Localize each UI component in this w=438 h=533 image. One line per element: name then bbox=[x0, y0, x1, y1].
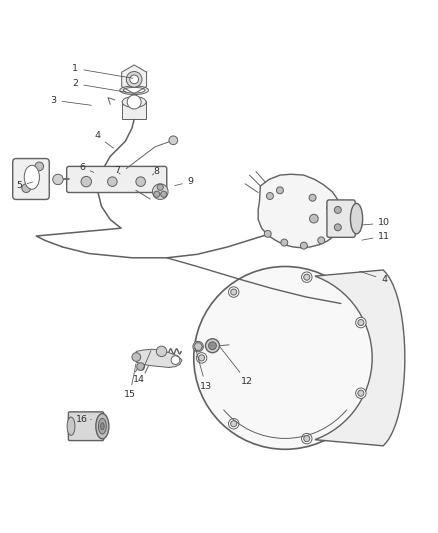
Text: 1: 1 bbox=[72, 64, 133, 78]
FancyBboxPatch shape bbox=[13, 158, 49, 199]
Text: 5: 5 bbox=[16, 181, 33, 190]
Circle shape bbox=[53, 174, 63, 184]
Text: 13: 13 bbox=[195, 349, 212, 391]
Circle shape bbox=[356, 317, 366, 328]
Circle shape bbox=[276, 187, 283, 194]
Circle shape bbox=[326, 204, 333, 211]
Circle shape bbox=[334, 206, 341, 213]
Circle shape bbox=[161, 191, 167, 197]
Circle shape bbox=[137, 362, 145, 370]
Text: 4: 4 bbox=[360, 271, 387, 284]
Text: 7: 7 bbox=[114, 166, 120, 175]
Text: 16: 16 bbox=[76, 415, 92, 424]
Text: 3: 3 bbox=[50, 96, 92, 106]
FancyBboxPatch shape bbox=[122, 101, 146, 119]
Text: 4: 4 bbox=[94, 132, 113, 148]
Circle shape bbox=[309, 194, 316, 201]
Ellipse shape bbox=[96, 414, 109, 439]
Polygon shape bbox=[122, 65, 147, 94]
Circle shape bbox=[304, 274, 310, 280]
Circle shape bbox=[169, 136, 178, 144]
Circle shape bbox=[126, 71, 142, 87]
Ellipse shape bbox=[350, 204, 363, 234]
Circle shape bbox=[108, 177, 117, 187]
FancyBboxPatch shape bbox=[67, 166, 167, 192]
Circle shape bbox=[301, 272, 312, 282]
Polygon shape bbox=[258, 174, 343, 248]
Circle shape bbox=[156, 346, 167, 357]
Circle shape bbox=[157, 184, 163, 190]
Circle shape bbox=[300, 242, 307, 249]
FancyBboxPatch shape bbox=[68, 412, 104, 441]
Circle shape bbox=[35, 162, 44, 171]
Text: 2: 2 bbox=[72, 79, 126, 92]
Circle shape bbox=[358, 390, 364, 396]
Circle shape bbox=[266, 192, 273, 199]
Polygon shape bbox=[194, 343, 202, 350]
Circle shape bbox=[194, 266, 377, 449]
Circle shape bbox=[229, 418, 239, 429]
Circle shape bbox=[301, 433, 312, 444]
Circle shape bbox=[356, 388, 366, 399]
Polygon shape bbox=[315, 270, 405, 446]
Ellipse shape bbox=[123, 87, 145, 93]
Circle shape bbox=[22, 184, 31, 192]
Circle shape bbox=[358, 320, 364, 326]
Text: 8: 8 bbox=[152, 167, 159, 176]
Text: 12: 12 bbox=[220, 347, 253, 386]
Text: 11: 11 bbox=[362, 231, 390, 240]
Circle shape bbox=[264, 230, 271, 237]
Text: 14: 14 bbox=[132, 351, 151, 384]
Ellipse shape bbox=[24, 165, 39, 189]
Circle shape bbox=[193, 341, 203, 352]
Circle shape bbox=[171, 356, 180, 365]
Circle shape bbox=[127, 95, 141, 109]
Circle shape bbox=[318, 237, 325, 244]
Circle shape bbox=[205, 339, 219, 353]
Ellipse shape bbox=[99, 418, 106, 434]
Circle shape bbox=[154, 191, 160, 197]
Text: 6: 6 bbox=[79, 163, 94, 172]
Circle shape bbox=[328, 220, 336, 227]
Circle shape bbox=[81, 176, 92, 187]
Text: 10: 10 bbox=[362, 219, 390, 228]
Circle shape bbox=[198, 355, 205, 361]
Circle shape bbox=[136, 177, 145, 187]
Circle shape bbox=[281, 239, 288, 246]
Ellipse shape bbox=[122, 96, 146, 108]
FancyBboxPatch shape bbox=[327, 200, 355, 237]
Circle shape bbox=[208, 342, 216, 350]
Circle shape bbox=[304, 435, 310, 442]
Text: 9: 9 bbox=[175, 177, 194, 186]
Circle shape bbox=[310, 214, 318, 223]
Circle shape bbox=[152, 184, 168, 199]
Circle shape bbox=[132, 353, 141, 361]
Circle shape bbox=[130, 75, 138, 84]
Circle shape bbox=[231, 289, 237, 295]
Circle shape bbox=[229, 287, 239, 297]
Ellipse shape bbox=[101, 423, 104, 430]
Circle shape bbox=[334, 224, 341, 231]
Ellipse shape bbox=[67, 417, 75, 435]
Text: 15: 15 bbox=[124, 364, 136, 399]
Circle shape bbox=[196, 353, 207, 363]
Circle shape bbox=[231, 421, 237, 427]
Polygon shape bbox=[134, 349, 182, 367]
Ellipse shape bbox=[120, 86, 148, 94]
